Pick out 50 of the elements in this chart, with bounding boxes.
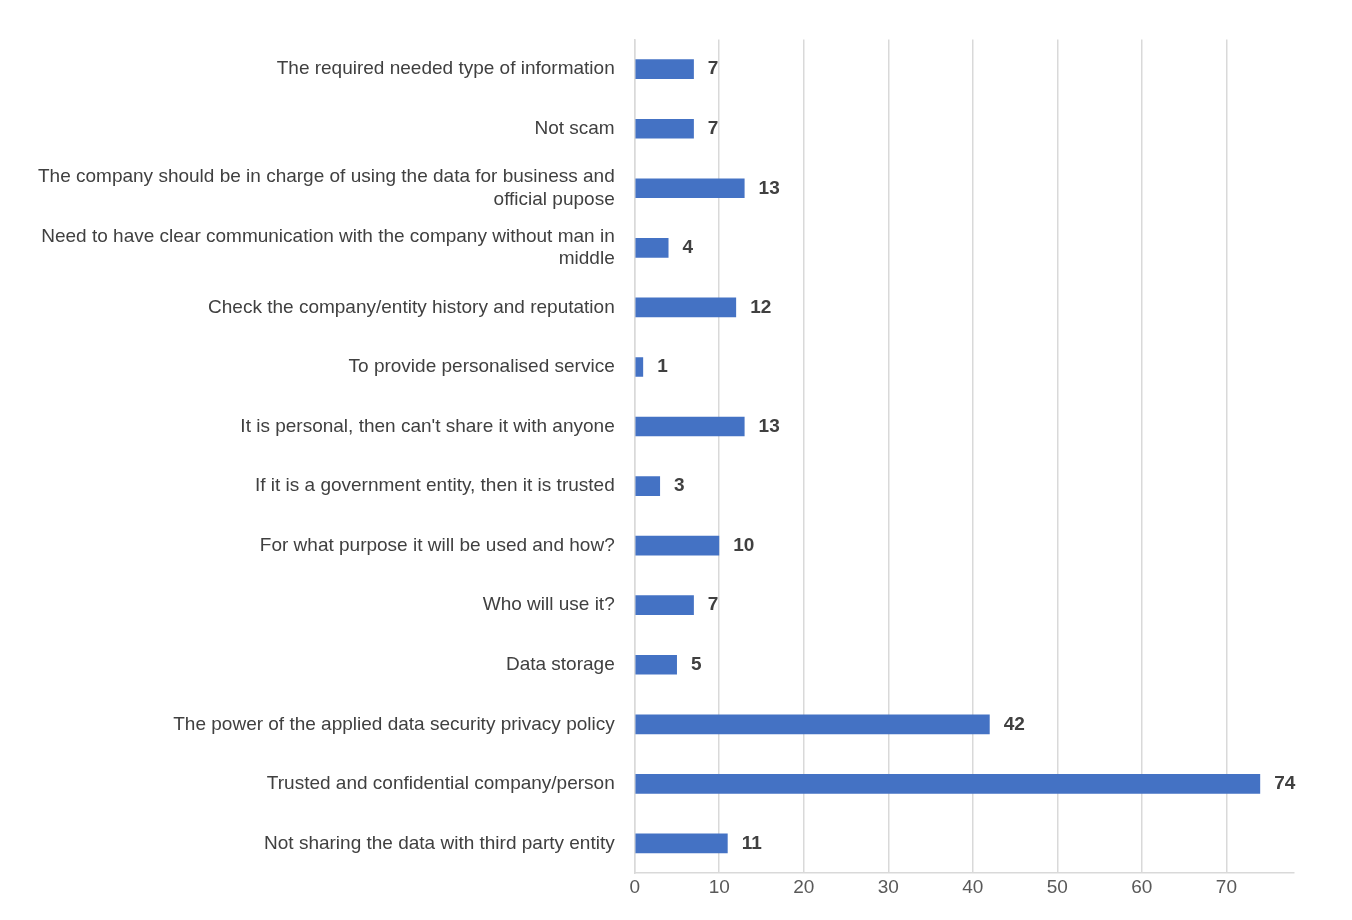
x-tick-label: 50 — [1046, 875, 1068, 897]
data-label: 5 — [690, 652, 702, 674]
bar — [635, 118, 694, 139]
x-tick-label: 60 — [1131, 875, 1153, 897]
bar — [635, 714, 990, 735]
x-tick-label: 30 — [877, 875, 899, 897]
y-tick-label: Who will use it? — [482, 593, 615, 615]
data-label: 1 — [657, 355, 669, 377]
y-tick-label: Trusted and confidential company/person — [266, 772, 615, 794]
data-label: 10 — [733, 533, 755, 555]
bar — [635, 416, 745, 437]
x-tick-label: 40 — [962, 875, 984, 897]
data-label: 13 — [758, 176, 780, 198]
x-tick-label: 20 — [793, 875, 815, 897]
x-tick-label: 10 — [708, 875, 730, 897]
bar — [635, 238, 669, 258]
y-tick-label: The power of the applied data security privacy policy — [173, 712, 616, 734]
data-label: 74 — [1274, 772, 1296, 794]
y-tick-label: For what purpose it will be used and how? — [259, 533, 615, 555]
data-label: 3 — [674, 474, 685, 496]
data-label: 11 — [741, 831, 763, 853]
data-label: 7 — [707, 57, 719, 79]
bar — [635, 595, 694, 616]
data-label: 12 — [750, 295, 772, 317]
data-label: 4 — [682, 236, 694, 258]
y-tick-label: Not scam — [534, 116, 615, 138]
bar — [635, 774, 1261, 794]
y-tick-label: If it is a government entity, then it is trusted — [254, 474, 615, 496]
bar — [635, 297, 737, 318]
y-tick-label: The company should be in charge of using the data for business and official pupose — [37, 165, 615, 209]
y-tick-label: Not sharing the data with third party entity — [264, 831, 616, 853]
x-tick-label: 70 — [1215, 875, 1237, 897]
y-tick-label: Check the company/entity history and reputation — [208, 295, 615, 317]
y-tick-label: Data storage — [505, 652, 615, 674]
bar — [635, 833, 728, 854]
y-tick-label: The required needed type of information — [276, 57, 615, 79]
data-label: 7 — [707, 593, 719, 615]
y-tick-label: Need to have clear communication with the company without man in middle — [41, 224, 615, 269]
bar — [635, 178, 745, 199]
data-label: 7 — [707, 116, 719, 138]
data-label: 13 — [758, 414, 780, 436]
bar — [635, 59, 694, 80]
y-tick-label: It is personal, then can't share it with anyone — [240, 414, 615, 436]
data-label: 42 — [1003, 712, 1025, 734]
bar — [635, 357, 644, 377]
y-tick-label: To provide personalised service — [348, 355, 615, 377]
bar — [635, 654, 677, 675]
bar — [635, 476, 661, 496]
x-tick-label: 0 — [629, 875, 640, 897]
bar — [635, 535, 720, 556]
